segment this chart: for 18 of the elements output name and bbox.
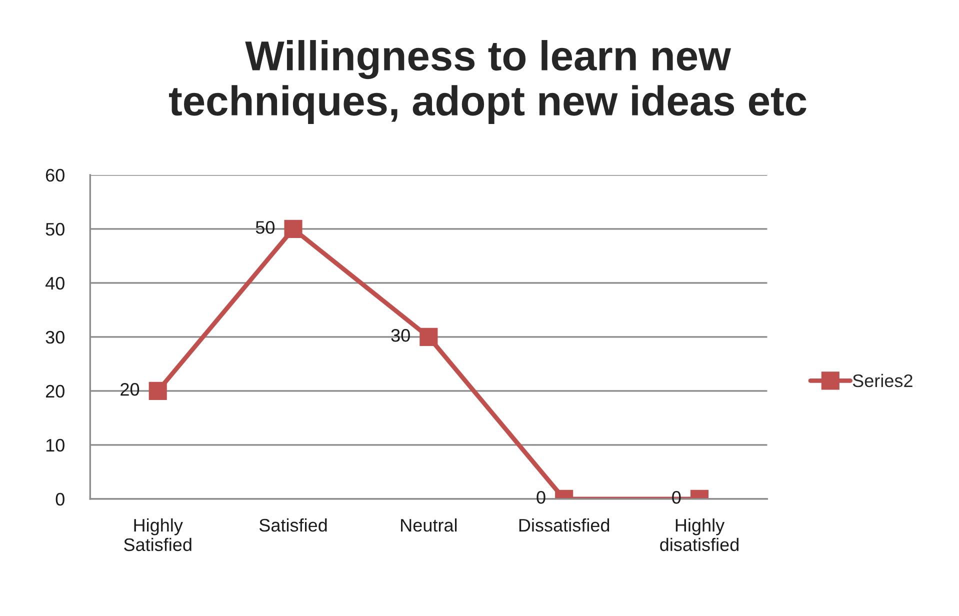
- y-tick-label: 40: [45, 276, 64, 290]
- y-tick-label: 60: [46, 168, 64, 182]
- chart-title: Willingness to learn new techniques, adopt new ideas etc: [169, 40, 806, 124]
- y-tick-label: 50: [46, 222, 64, 236]
- x-tick-label: Dissatisfied: [519, 518, 610, 532]
- legend-label: Series2: [852, 374, 912, 388]
- x-tick-label: Satisfied: [259, 518, 327, 532]
- x-tick-label: Neutral: [401, 518, 457, 532]
- y-tick-label: 10: [46, 438, 64, 452]
- y-tick-label: 20: [46, 384, 64, 398]
- y-tick-label: 0: [56, 492, 64, 506]
- data-label: 30: [391, 329, 410, 342]
- x-tick-label: Highly Satisfied: [124, 518, 192, 552]
- data-label: 50: [256, 221, 274, 234]
- y-tick-label: 30: [46, 330, 64, 344]
- data-label: 20: [120, 383, 140, 396]
- x-tick-label: Highly disatisfied: [660, 518, 738, 552]
- data-label: 0: [536, 491, 546, 504]
